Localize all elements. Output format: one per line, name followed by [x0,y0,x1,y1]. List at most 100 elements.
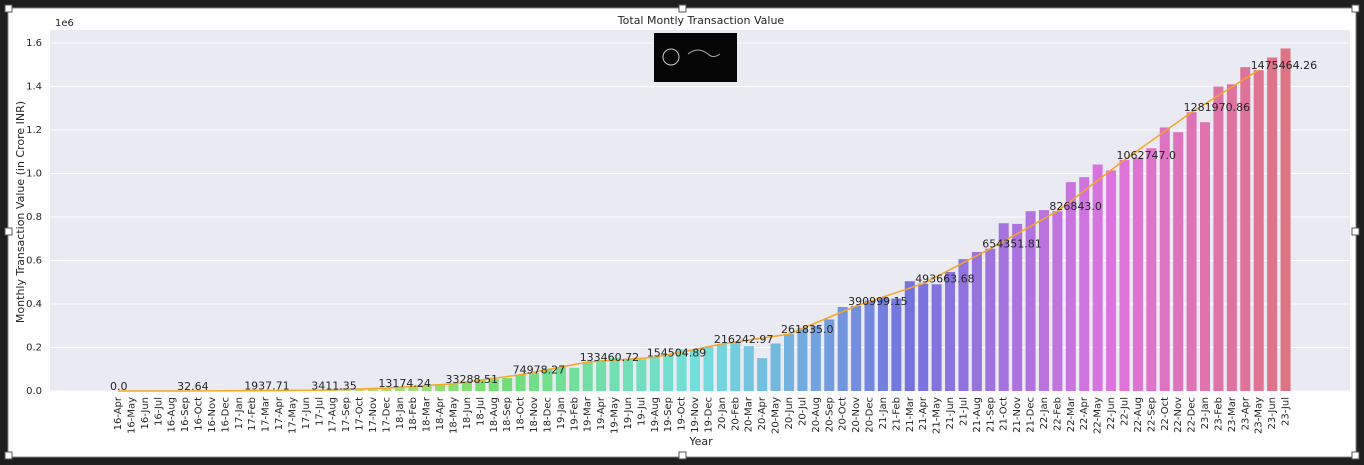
bar [877,297,888,391]
x-tick-label: 18-Sep [502,397,513,432]
bar [488,379,499,391]
y-offset-label: 1e6 [55,18,74,29]
bar [435,385,446,391]
bar [690,349,701,391]
resize-handle[interactable] [1351,227,1360,236]
bar [622,359,633,391]
x-tick-label: 21-Aug [972,397,983,433]
y-tick-label: 0.2 [26,343,42,354]
bar [784,334,794,391]
x-tick-label: 22-Aug [1133,397,1144,433]
resize-handle[interactable] [1351,451,1360,460]
x-tick-label: 22-Apr [1079,396,1090,430]
data-label: 133460.72 [580,351,640,364]
trend-line [118,69,1260,392]
bar [555,367,566,391]
x-tick-label: 23-Apr [1240,396,1251,430]
x-tick-label: 18-Jul [475,397,486,426]
y-tick-label: 0.8 [26,212,42,223]
bar [408,386,419,391]
bar [958,259,969,391]
y-tick-label: 0.6 [26,256,42,267]
x-tick-label: 18-May [449,397,460,434]
x-tick-label: 22-Oct [1160,397,1171,431]
x-tick-label: 20-Jul [797,397,808,426]
bar [582,361,593,391]
logo [654,33,737,82]
bar [757,358,768,391]
x-tick-label: 19-Nov [690,397,701,433]
x-tick-label: 17-Sep [341,397,352,432]
y-tick-label: 0.0 [26,386,42,397]
x-tick-label: 20-Mar [744,396,755,432]
resize-handle[interactable] [4,227,13,236]
bar [448,383,459,391]
y-tick-label: 1.4 [26,82,42,93]
x-tick-label: 20-Feb [730,397,741,431]
x-tick-label: 20-Apr [757,396,768,430]
bar [649,357,660,391]
bar [502,377,513,391]
bar [636,359,647,391]
x-tick-label: 19-Apr [596,396,607,430]
bar [461,382,472,391]
x-tick-label: 21-Jun [945,397,956,430]
x-tick-label: 18-Feb [408,397,419,431]
bar [663,355,674,391]
x-tick-label: 22-Dec [1187,397,1198,433]
bar [569,367,580,391]
x-tick-label: 19-Feb [569,397,580,431]
resize-handle[interactable] [1351,4,1360,13]
bar [945,271,956,391]
y-tick-label: 1.0 [26,169,42,180]
resize-handle[interactable] [4,451,13,460]
bar [1186,112,1197,391]
bar [931,284,942,391]
x-tick-label: 21-Feb [891,397,902,431]
data-label: 1281970.86 [1184,101,1250,114]
data-label: 13174.24 [378,377,431,390]
x-tick-label: 20-Jun [784,397,795,430]
resize-handle[interactable] [678,4,687,13]
x-tick-label: 22-Jul [1120,397,1131,426]
bar [1012,223,1023,391]
x-tick-label: 22-Jun [1106,397,1117,430]
bar [596,360,607,391]
x-tick-label: 20-Dec [865,397,876,433]
x-tick-label: 20-Jan [717,397,728,429]
bar [703,346,714,391]
x-tick-label: 18-Dec [542,397,553,433]
bar [918,283,929,391]
x-tick-label: 19-Oct [677,397,688,431]
resize-handle[interactable] [678,451,687,460]
x-tick-label: 19-Jul [636,397,647,426]
x-tick-label: 22-Jan [1039,397,1050,429]
x-tick-label: 21-Mar [905,396,916,432]
x-tick-label: 20-May [771,397,782,434]
bar [1132,157,1143,391]
x-tick-label: 18-Aug [489,397,500,433]
resize-handle[interactable] [4,4,13,13]
bar [891,298,902,391]
x-tick-label: 16-Oct [194,397,205,431]
x-tick-label: 19-Sep [663,397,674,432]
y-tick-label: 1.6 [26,38,42,49]
bar [341,389,352,391]
bar [367,388,378,391]
x-tick-label: 16-Sep [180,397,191,432]
x-tick-label: 16-Aug [167,397,178,433]
x-tick-label: 18-Oct [516,397,527,431]
x-tick-label: 20-Nov [851,397,862,433]
x-tick-label: 21-Jul [958,397,969,426]
x-tick-label: 17-Mar [261,396,272,432]
bar [1159,127,1170,391]
data-label: 0.0 [110,380,128,393]
x-tick-label: 21-Sep [985,397,996,432]
x-tick-label: 20-Oct [838,397,849,431]
x-tick-label: 19-Jan [556,397,567,429]
y-axis-label: Monthly Transaction Value (in Crore INR) [14,101,27,323]
x-tick-label: 21-May [932,397,943,434]
x-tick-label: 17-Jan [234,397,245,429]
y-tick-label: 0.4 [26,299,42,310]
bar [1146,148,1157,391]
